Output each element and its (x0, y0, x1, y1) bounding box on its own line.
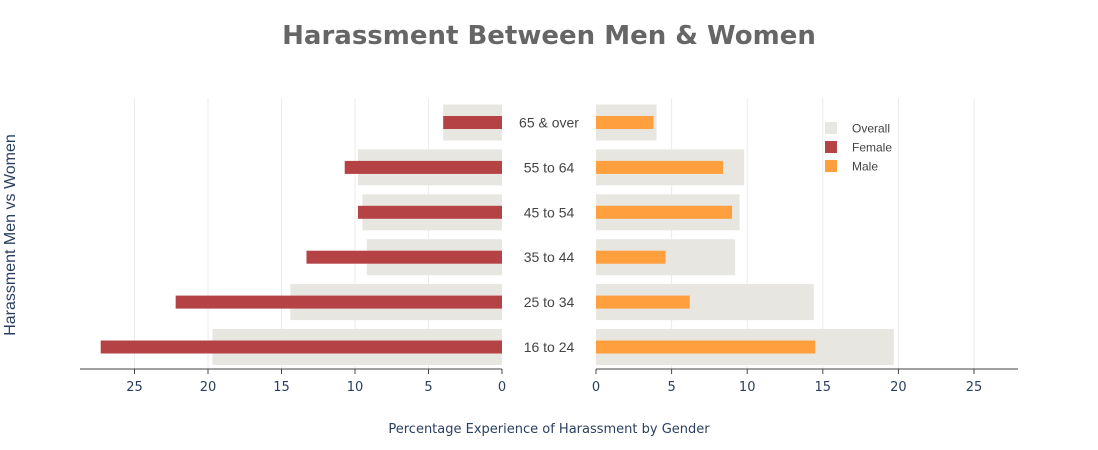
tick-label: 15 (815, 380, 832, 395)
female-bar (344, 160, 502, 174)
tick-label: 5 (424, 380, 432, 395)
male-bar (596, 116, 654, 129)
tick-label: 0 (498, 380, 506, 395)
category-label: 65 & over (519, 115, 579, 131)
tick-label: 20 (200, 380, 217, 395)
tick-label: 10 (739, 380, 756, 395)
female-bar (175, 295, 502, 309)
bars: 65 & over 55 to 64 45 to 54 35 to 44 25 to 3… (100, 104, 894, 365)
legend-label: Male (852, 160, 878, 174)
chart-title: Harassment Between Men & Women (282, 21, 816, 51)
male-bar (596, 250, 666, 264)
legend: Overall Female Male (825, 122, 892, 174)
tick-label: 10 (347, 380, 364, 395)
legend-swatch (825, 160, 837, 172)
tick-label: 25 (126, 380, 143, 395)
female-bar (306, 250, 502, 264)
tick-label: 0 (592, 380, 600, 395)
tick-label: 25 (966, 380, 983, 395)
axes: 25 20 15 10 5 0 0 5 10 15 20 25 (80, 368, 1018, 395)
tick-label: 15 (273, 380, 290, 395)
female-bar (443, 116, 502, 129)
category-label: 25 to 34 (524, 294, 575, 310)
legend-label: Female (852, 141, 892, 155)
category-label: 55 to 64 (524, 159, 575, 175)
category-label: 35 to 44 (524, 249, 575, 265)
male-bar (596, 205, 733, 219)
gridlines (134, 98, 975, 369)
tick-label: 5 (667, 380, 675, 395)
y-axis-title: Harassment Men vs Women (2, 134, 19, 336)
legend-label: Overall (852, 122, 890, 136)
tick-label: 20 (890, 380, 907, 395)
male-bar (596, 340, 816, 354)
female-bar (357, 205, 502, 219)
legend-swatch (825, 122, 837, 134)
category-label: 16 to 24 (524, 339, 575, 355)
x-axis-title: Percentage Experience of Harassment by G… (388, 422, 710, 437)
male-bar (596, 295, 690, 309)
category-label: 45 to 54 (524, 204, 575, 220)
male-bar (596, 160, 724, 174)
female-bar (100, 340, 502, 354)
legend-swatch (825, 141, 837, 153)
